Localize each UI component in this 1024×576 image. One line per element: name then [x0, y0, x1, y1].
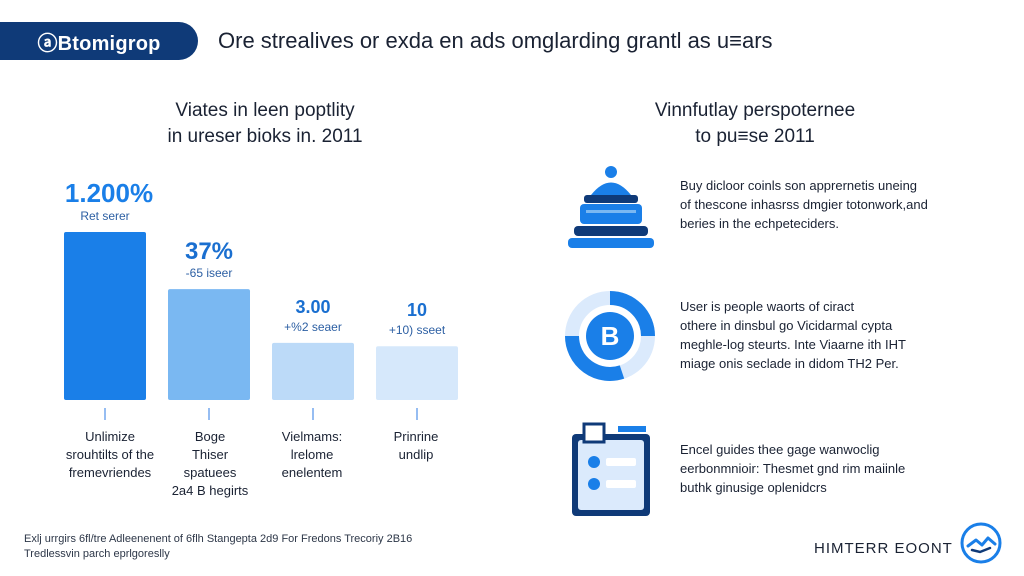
checklist-icon: [572, 422, 650, 516]
category-label-2: Boge Thiser spatuees 2a4 B hegirts: [171, 429, 249, 498]
svg-text:B: B: [601, 321, 620, 351]
brand-logo[interactable]: ⓐBtomigrop: [0, 22, 198, 60]
bar-value-label-1: 1.200%: [65, 178, 153, 208]
info-item-3: Encel guides thee gage wanwoclig eerbonm…: [680, 442, 906, 495]
bar-3: [272, 342, 354, 400]
bar-2: [168, 289, 250, 400]
bar-1: [64, 232, 146, 400]
handshake-logo-icon: [960, 522, 1002, 564]
bar-sub-label-2: -65 iseer: [186, 266, 233, 280]
category-label-4: Prinrine undlip: [393, 429, 439, 462]
bar-value-label-4: 10: [407, 300, 427, 320]
left-section-title: Viates in leen poptlity in ureser bioks …: [130, 98, 400, 150]
footer-brand[interactable]: HIMTERR EOONT: [814, 540, 953, 557]
bar-4: [376, 346, 458, 400]
bar-value-label-2: 37%: [185, 238, 233, 265]
page-headline: Ore strealives or exda en ads omglarding…: [218, 28, 773, 53]
info-item-2: User is people waorts of ciract othere i…: [680, 299, 906, 371]
bar-chart: 1.200%Ret serer 37%-65 iseer 3.00 +%2 seaer…: [64, 178, 458, 420]
bar-sub-label-1: Ret serer: [80, 209, 129, 223]
bar-sub-label-3: +%2 seaer: [284, 320, 342, 334]
footer-line-2: Tredlessvin parch eprlgoreslly: [24, 548, 170, 560]
category-label-1: Unlimize srouhtilts of the fremevriendes: [65, 429, 155, 480]
bell-tower-icon: [568, 166, 654, 248]
right-title-line-2: to pu≡se 2011: [695, 126, 815, 147]
bar-sub-label-4: +10) sseet: [389, 323, 446, 337]
footer-line-1: Exlj urrgirs 6fl/tre Adleenenent of 6flh…: [24, 533, 413, 545]
right-section-title: Vinnfutlay perspoternee to pu≡se 2011: [610, 98, 900, 150]
bitcoin-donut-icon: B: [565, 291, 655, 381]
right-title-line-1: Vinnfutlay perspoternee: [654, 100, 856, 121]
footer-note: Exlj urrgirs 6fl/tre Adleenenent of 6flh…: [24, 532, 464, 562]
info-item-1: Buy dicloor coinls son apprernetis unein…: [680, 178, 928, 231]
left-title-line-2: in ureser bioks in. 2011: [167, 126, 363, 147]
category-label-3: Vielmams: lrelome enelentem: [281, 429, 343, 480]
bar-value-label-3: 3.00: [295, 297, 330, 317]
left-title-line-1: Viates in leen poptlity: [175, 100, 355, 121]
